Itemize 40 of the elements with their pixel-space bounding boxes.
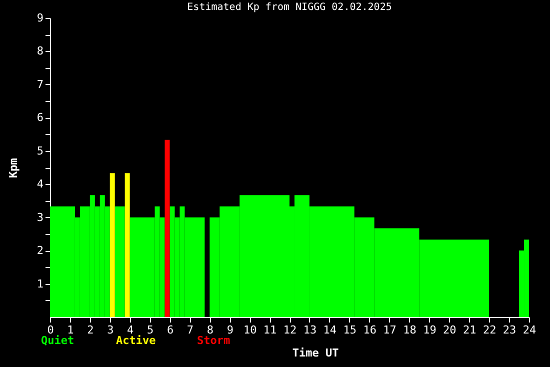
- x-tick-label: 0: [47, 324, 54, 336]
- y-tick-label: 3: [36, 210, 44, 224]
- x-tick-label: 21: [463, 324, 476, 336]
- x-tick-label: 11: [263, 324, 277, 336]
- x-tick-label: 10: [243, 324, 257, 336]
- x-tick-label: 19: [423, 324, 436, 336]
- x-tick-label: 15: [343, 324, 356, 336]
- x-tick-label: 5: [146, 324, 154, 336]
- y-tick-label: 5: [36, 144, 44, 158]
- x-tick-label: 14: [323, 324, 337, 336]
- x-tick-label: 3: [107, 324, 114, 336]
- y-tick-label: 7: [36, 78, 44, 91]
- x-tick-label: 17: [383, 324, 396, 336]
- x-tick-label: 4: [127, 324, 134, 336]
- series-label: Quiet: [41, 334, 74, 347]
- x-tick-label: 9: [226, 324, 234, 336]
- x-tick-label: 1: [67, 324, 74, 336]
- chart-title: Estimated Kp from NIGGG 02.02.2025: [187, 2, 392, 13]
- y-tick-label: 1: [36, 277, 44, 290]
- x-tick-label: 13: [303, 324, 317, 336]
- x-tick-label: 2: [87, 324, 94, 336]
- y-tick-label: 2: [36, 244, 44, 258]
- y-tick-label: 4: [36, 178, 44, 191]
- x-tick-label: 20: [443, 324, 456, 336]
- y-axis-title: Kpm: [6, 158, 20, 178]
- series-label: Active: [116, 334, 156, 347]
- x-tick-label: 6: [166, 324, 174, 336]
- x-tick-label: 23: [502, 324, 516, 336]
- y-tick-label: 6: [36, 111, 44, 124]
- y-tick-label: 8: [36, 44, 44, 58]
- x-tick-label: 24: [522, 324, 536, 336]
- x-tick-label: 22: [482, 324, 496, 336]
- x-tick-label: 16: [363, 324, 376, 336]
- x-axis-title: Time UT: [292, 346, 340, 360]
- y-tick-label: 9: [36, 12, 44, 24]
- x-tick-label: 7: [186, 324, 194, 336]
- x-tick-label: 18: [403, 324, 416, 336]
- x-tick-label: 8: [206, 324, 214, 336]
- x-tick-label: 12: [283, 324, 297, 336]
- text: Storm: [197, 334, 230, 347]
